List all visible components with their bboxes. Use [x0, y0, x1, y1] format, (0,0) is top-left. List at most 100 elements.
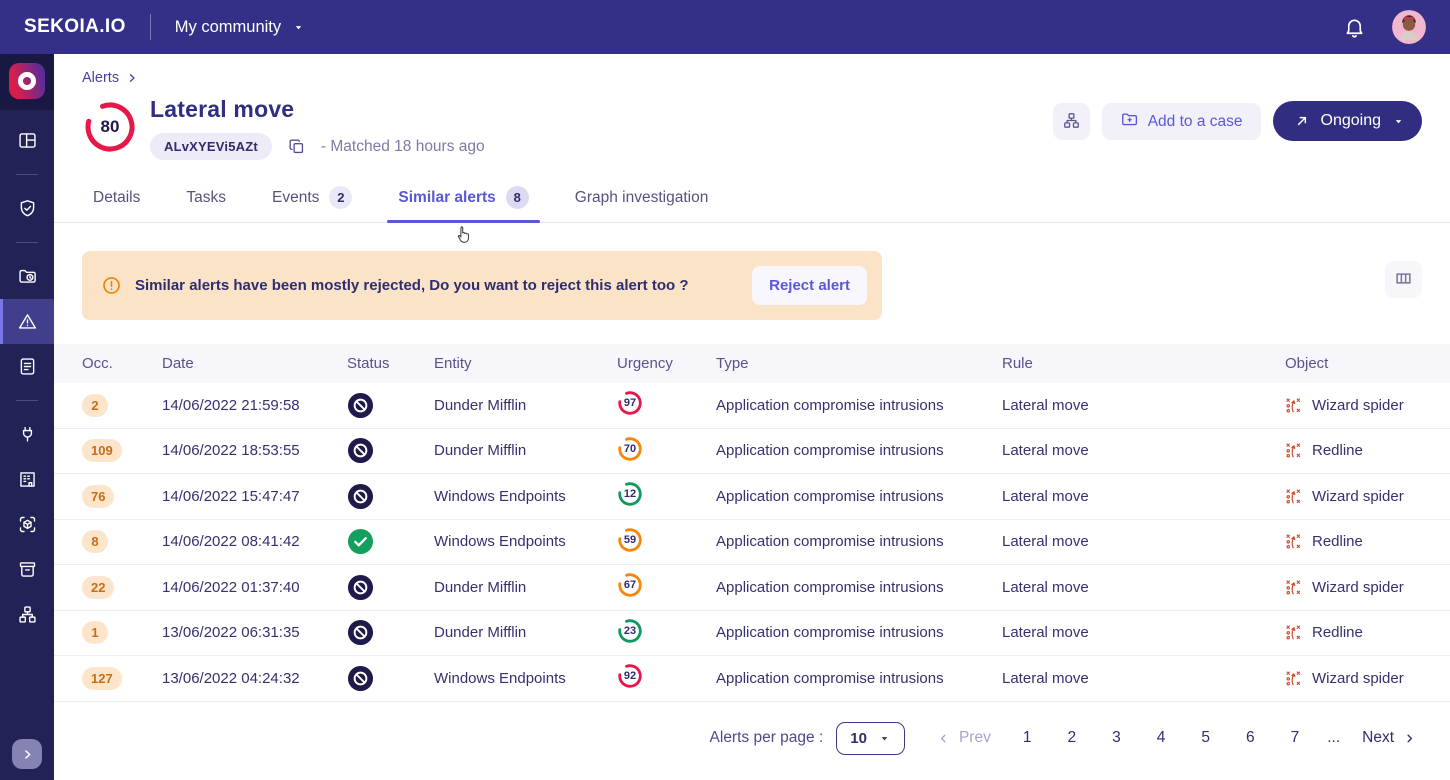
notifications-bell-button[interactable]: [1343, 16, 1366, 39]
per-page-select[interactable]: 10: [836, 721, 905, 755]
table-row[interactable]: 2 14/06/2022 21:59:58 Dunder Mifflin 97 Appl…: [54, 383, 1450, 429]
sidebar-expand-button[interactable]: [12, 739, 42, 769]
cell-type: Application compromise intrusions: [716, 396, 944, 414]
sitemap-icon: [17, 604, 38, 625]
per-page-label: Alerts per page :: [709, 729, 824, 746]
status-ongoing-button[interactable]: Ongoing: [1272, 101, 1422, 141]
column-header-object[interactable]: Object: [1285, 355, 1329, 372]
tab-tasks[interactable]: Tasks: [175, 186, 237, 222]
cell-object: Redline: [1312, 533, 1363, 551]
occurrence-badge: 22: [82, 575, 115, 599]
sidebar-divider: [16, 400, 38, 401]
page-button-4[interactable]: 4: [1156, 729, 1166, 746]
user-avatar[interactable]: [1392, 10, 1426, 44]
tab-count-badge: 2: [329, 186, 353, 209]
page-button-7[interactable]: 7: [1290, 729, 1300, 746]
shield-check-icon: [17, 198, 38, 219]
alert-header: 80 Lateral move ALvXYEVi5AZt - Matched 1…: [82, 96, 1422, 160]
prev-page-button[interactable]: Prev: [937, 729, 991, 747]
sidebar-item-alerts[interactable]: [0, 299, 54, 344]
brand-logo: SEKOIA.IO: [24, 16, 126, 37]
rejected-status-icon: [347, 574, 434, 601]
sidebar-item-dashboards[interactable]: [0, 118, 54, 163]
sidebar-item-community[interactable]: [0, 457, 54, 502]
app-logo[interactable]: [9, 63, 45, 99]
column-header-entity[interactable]: Entity: [434, 355, 472, 372]
urgency-value: 12: [623, 488, 637, 501]
sidebar-item-intakes[interactable]: [0, 412, 54, 457]
copy-icon[interactable]: [287, 137, 306, 156]
tab-graph-investigation[interactable]: Graph investigation: [564, 186, 720, 222]
occurrence-badge: 8: [82, 530, 108, 554]
tab-label: Events: [272, 188, 320, 206]
tab-events[interactable]: Events 2: [261, 186, 363, 222]
next-page-button[interactable]: Next: [1362, 729, 1416, 747]
page-button-1[interactable]: 1: [1022, 729, 1032, 746]
cell-entity: Windows Endpoints: [434, 669, 566, 687]
page-button-2[interactable]: 2: [1067, 729, 1077, 746]
next-label: Next: [1362, 729, 1394, 746]
sidebar-item-topology[interactable]: [0, 592, 54, 637]
tab-similar-alerts[interactable]: Similar alerts 8: [387, 186, 541, 223]
archive-icon: [17, 559, 38, 580]
table-row[interactable]: 8 14/06/2022 08:41:42 Windows Endpoints 59 A…: [54, 519, 1450, 565]
sidebar-item-intelligence[interactable]: [0, 254, 54, 299]
column-header-status[interactable]: Status: [347, 355, 390, 372]
urgency-gauge: 12: [617, 481, 643, 507]
sidebar-divider: [16, 174, 38, 175]
sidebar-item-cases[interactable]: [0, 344, 54, 389]
page-button-5[interactable]: 5: [1201, 729, 1210, 746]
column-header-urgency[interactable]: Urgency: [617, 355, 673, 372]
building-icon: [17, 469, 38, 490]
rejected-status-icon: [347, 483, 434, 510]
column-header-type[interactable]: Type: [716, 355, 749, 372]
cell-date: 14/06/2022 21:59:58: [162, 396, 300, 414]
cell-rule: Lateral move: [1002, 533, 1089, 551]
app-logo-section: [0, 54, 54, 110]
cell-rule: Lateral move: [1002, 396, 1089, 414]
tabs: Details Tasks Events 2 Similar alerts 8 Graph …: [54, 186, 1450, 223]
cell-object: Wizard spider: [1312, 578, 1404, 596]
breadcrumb-alerts-link[interactable]: Alerts: [82, 70, 120, 86]
chevron-right-icon: [1407, 734, 1413, 742]
page-button-6[interactable]: 6: [1245, 729, 1255, 746]
rejected-status-icon: [347, 619, 434, 646]
table-row[interactable]: 22 14/06/2022 01:37:40 Dunder Mifflin 67 App…: [54, 565, 1450, 611]
alert-id-chip: ALvXYEVi5AZt: [150, 133, 272, 160]
tab-details[interactable]: Details: [82, 186, 151, 222]
table-row[interactable]: 109 14/06/2022 18:53:55 Dunder Mifflin 70 Ap…: [54, 428, 1450, 474]
page-title: Lateral move: [150, 96, 295, 122]
column-header-rule[interactable]: Rule: [1002, 355, 1033, 372]
folder-clock-icon: [17, 266, 38, 287]
occurrence-badge: 2: [82, 393, 108, 417]
column-header-date[interactable]: Date: [162, 355, 194, 372]
breadcrumb[interactable]: Alerts: [82, 70, 138, 86]
column-settings-button[interactable]: [1385, 261, 1422, 298]
folder-plus-icon: [1120, 110, 1139, 134]
table-row[interactable]: 1 13/06/2022 06:31:35 Dunder Mifflin 23 Appl…: [54, 610, 1450, 656]
page-button-3[interactable]: 3: [1112, 729, 1121, 746]
cell-rule: Lateral move: [1002, 442, 1089, 460]
logo-ring-icon: [18, 72, 36, 90]
graph-view-button[interactable]: [1052, 103, 1090, 140]
rejected-status-icon: [347, 437, 434, 464]
community-label: My community: [174, 17, 282, 36]
add-to-case-button[interactable]: Add to a case: [1101, 103, 1261, 140]
table-row[interactable]: 127 13/06/2022 04:24:32 Windows Endpoints 9…: [54, 656, 1450, 702]
table-row[interactable]: 76 14/06/2022 15:47:47 Windows Endpoints 12…: [54, 474, 1450, 520]
cell-rule: Lateral move: [1002, 487, 1089, 505]
cell-entity: Dunder Mifflin: [434, 578, 527, 596]
chevron-right-icon: [126, 72, 138, 84]
threat-object-icon: [1285, 624, 1302, 641]
sidebar-item-assets[interactable]: [0, 547, 54, 592]
table-header-row: Occ. Date Status Entity Urgency Type Rule Objec…: [54, 344, 1450, 383]
urgency-gauge: 70: [617, 436, 643, 462]
column-header-occ[interactable]: Occ.: [82, 355, 113, 372]
box-scan-icon: [17, 514, 38, 535]
sidebar-item-protection[interactable]: [0, 186, 54, 231]
cell-type: Application compromise intrusions: [716, 487, 944, 505]
tab-count-badge: 8: [505, 186, 529, 209]
sidebar-item-observables[interactable]: [0, 502, 54, 547]
reject-alert-button[interactable]: Reject alert: [752, 266, 867, 305]
community-selector[interactable]: My community: [175, 18, 305, 37]
